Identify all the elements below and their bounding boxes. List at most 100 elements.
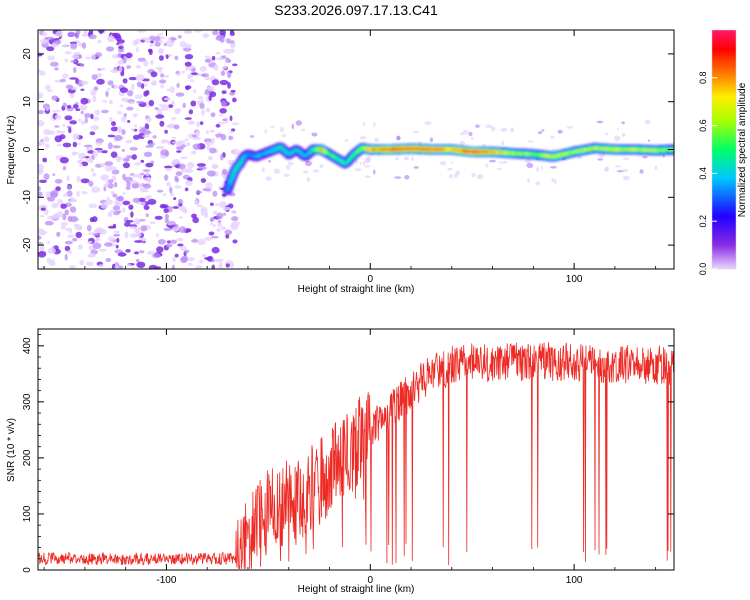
noise-speck — [126, 65, 132, 69]
ridge-speck — [396, 135, 401, 141]
noise-speck — [40, 207, 46, 211]
noise-speck — [165, 243, 173, 248]
ridge-speck — [249, 135, 255, 138]
noise-speck — [122, 207, 126, 213]
noise-speck — [128, 180, 138, 184]
noise-speck — [85, 261, 94, 267]
noise-speck — [109, 116, 113, 123]
noise-speck — [215, 57, 225, 61]
noise-speck — [196, 130, 201, 134]
noise-speck — [38, 119, 45, 127]
noise-speck — [206, 144, 211, 151]
noise-speck — [226, 38, 232, 44]
ridge-speck — [364, 158, 371, 164]
noise-speck — [117, 156, 121, 162]
noise-speck — [116, 237, 120, 243]
noise-speck — [147, 198, 157, 205]
noise-speck — [231, 128, 236, 132]
snr-xtick-label: 0 — [367, 575, 373, 586]
noise-speck — [191, 68, 197, 72]
noise-speck — [209, 147, 217, 154]
ridge-speck — [500, 127, 508, 132]
noise-speck — [118, 65, 123, 73]
noise-speck — [38, 140, 45, 146]
noise-speck — [44, 209, 49, 216]
ridge-speck — [447, 167, 453, 171]
noise-speck — [160, 32, 164, 36]
noise-speck — [113, 181, 118, 188]
noise-speck — [193, 89, 197, 94]
noise-speck — [138, 219, 146, 222]
noise-speck — [222, 118, 228, 122]
noise-speck — [196, 190, 203, 194]
noise-speck — [187, 262, 193, 266]
noise-speck — [211, 79, 220, 86]
noise-speck — [223, 48, 232, 54]
noise-speck — [98, 264, 105, 268]
noise-speck — [190, 100, 197, 107]
noise-speck — [70, 43, 78, 49]
noise-speck — [215, 124, 221, 128]
noise-speck — [98, 248, 107, 252]
noise-speck — [39, 245, 45, 252]
noise-speck — [112, 145, 121, 149]
noise-speck — [211, 264, 216, 269]
noise-speck — [117, 195, 124, 202]
ridge-speck — [404, 175, 410, 180]
ridge-speck — [597, 158, 603, 161]
noise-speck — [85, 56, 92, 60]
noise-speck — [54, 114, 62, 120]
noise-speck — [54, 125, 60, 128]
noise-speck — [184, 61, 192, 67]
noise-speck — [128, 204, 134, 210]
noise-speck — [73, 51, 81, 55]
noise-speck — [221, 90, 227, 94]
noise-speck — [178, 216, 184, 219]
noise-speck — [104, 242, 113, 247]
noise-speck — [155, 145, 165, 150]
noise-speck — [83, 144, 93, 148]
noise-speck — [132, 39, 138, 46]
noise-speck — [212, 190, 218, 197]
noise-speck — [210, 222, 214, 226]
noise-speck — [202, 253, 207, 258]
noise-speck — [161, 139, 166, 144]
noise-speck — [191, 239, 199, 243]
noise-speck — [163, 193, 167, 197]
noise-speck — [101, 109, 109, 114]
ridge-speck — [459, 132, 465, 136]
noise-speck — [90, 113, 94, 120]
noise-speck — [142, 130, 152, 135]
noise-speck — [74, 102, 79, 105]
noise-speck — [183, 30, 191, 34]
noise-speck — [202, 73, 206, 77]
noise-speck — [231, 122, 240, 126]
noise-speck — [74, 224, 83, 231]
noise-speck — [212, 30, 219, 36]
noise-speck — [75, 32, 79, 39]
noise-speck — [110, 151, 118, 158]
noise-speck — [176, 82, 180, 88]
ridge-speck — [319, 164, 324, 169]
ridge-speck — [355, 159, 358, 164]
noise-speck — [79, 163, 83, 167]
figure-title: S233.2026.097.17.13.C41 — [274, 2, 438, 18]
noise-speck — [156, 246, 164, 253]
noise-speck — [90, 249, 98, 255]
ridge-speck — [527, 140, 534, 143]
ridge-speck — [285, 164, 291, 170]
noise-speck — [140, 159, 145, 163]
ridge-speck — [305, 160, 312, 167]
noise-speck — [38, 92, 44, 99]
noise-speck — [227, 82, 231, 89]
noise-speck — [55, 186, 61, 191]
ridge-speck — [614, 165, 622, 168]
noise-speck — [158, 55, 164, 61]
noise-speck — [228, 59, 232, 63]
noise-speck — [69, 120, 77, 125]
noise-speck — [38, 169, 45, 173]
noise-speck — [211, 55, 216, 61]
ridge-speck — [359, 161, 362, 165]
noise-speck — [107, 134, 116, 138]
